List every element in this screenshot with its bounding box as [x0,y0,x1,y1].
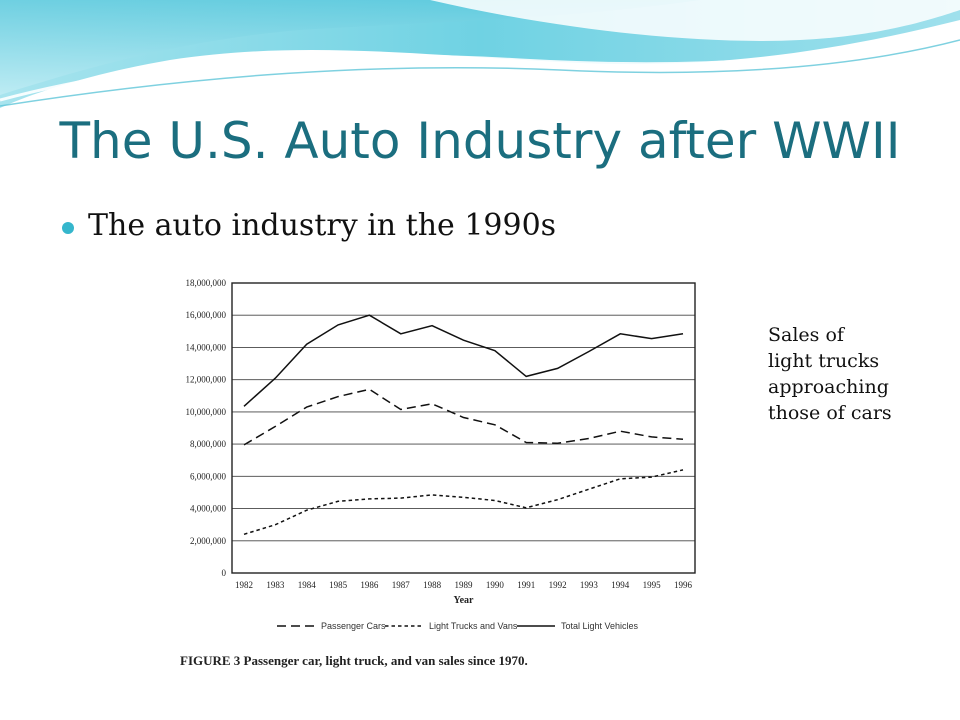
y-axis-ticks: 0 2,000,000 4,000,000 6,000,000 8,000,000 10,… [186,278,227,578]
y-tick-label: 16,000,000 [186,310,227,320]
x-tick-label: 1982 [235,580,253,590]
x-tick-label: 1986 [360,580,379,590]
y-tick-label: 14,000,000 [186,342,227,352]
series-line-1 [243,469,684,536]
side-note-line: approaching [768,376,889,398]
figure-caption: FIGURE 3 Passenger car, light truck, and… [180,653,528,668]
x-tick-label: 1988 [423,580,442,590]
x-tick-label: 1989 [455,580,474,590]
y-tick-label: 0 [222,568,227,578]
x-tick-label: 1984 [298,580,317,590]
gridlines [232,282,695,574]
x-tick-label: 1996 [674,580,693,590]
series-line-0 [243,388,684,446]
legend: Passenger Cars Light Trucks and Vans Total… [277,621,639,631]
legend-label: Passenger Cars [321,621,386,631]
x-tick-label: 1990 [486,580,505,590]
x-tick-label: 1992 [549,580,567,590]
x-tick-label: 1995 [643,580,662,590]
bullet-text: The auto industry in the 1990s [88,208,557,243]
side-note-line: light trucks [768,350,880,372]
side-note-line: those of cars [768,402,892,424]
y-tick-label: 6,000,000 [190,471,227,481]
x-tick-label: 1983 [266,580,285,590]
y-tick-label: 18,000,000 [186,278,227,288]
y-tick-label: 12,000,000 [186,375,227,385]
x-tick-label: 1991 [517,580,535,590]
y-tick-label: 10,000,000 [186,407,227,417]
header-wave-decoration [0,0,960,108]
x-axis-title: Year [454,595,475,606]
side-note: Sales of light trucks approaching those … [768,322,948,426]
legend-label: Light Trucks and Vans [429,621,518,631]
x-tick-label: 1985 [329,580,348,590]
series-line-2 [243,314,684,407]
series-lines [243,314,684,536]
legend-label: Total Light Vehicles [561,621,639,631]
y-tick-label: 2,000,000 [190,536,227,546]
x-tick-label: 1993 [580,580,599,590]
figure: 0 2,000,000 4,000,000 6,000,000 8,000,000 10,… [137,265,750,683]
bullet-dot-icon [62,222,74,234]
y-tick-label: 8,000,000 [190,439,227,449]
side-note-line: Sales of [768,324,844,346]
sales-line-chart: 0 2,000,000 4,000,000 6,000,000 8,000,000 10,… [186,278,696,631]
x-tick-label: 1987 [392,580,411,590]
y-tick-label: 4,000,000 [190,504,227,514]
slide-title: The U.S. Auto Industry after WWII [59,112,901,170]
plot-frame [231,282,696,574]
x-axis-ticks: 1982 1983 1984 1985 1986 1987 1988 1989 1990 1991… [235,580,693,590]
x-tick-label: 1994 [611,580,630,590]
